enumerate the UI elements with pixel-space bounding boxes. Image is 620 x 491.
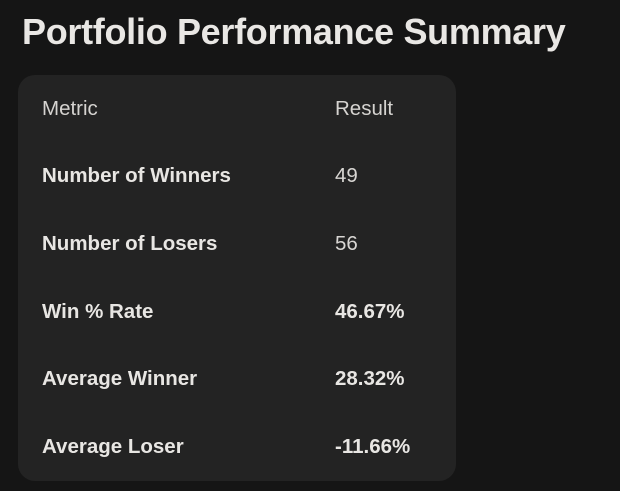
column-header-metric: Metric: [42, 96, 98, 120]
metric-value-average-loser: -11.66%: [335, 434, 411, 458]
table-row: Number of Winners 49: [18, 143, 456, 211]
summary-table-card: Metric Result Number of Winners 49 Numbe…: [18, 75, 456, 481]
table-header-row: Metric Result: [18, 75, 456, 143]
page-title: Portfolio Performance Summary: [22, 11, 566, 52]
metric-value-number-of-winners: 49: [335, 164, 358, 188]
table-row: Win % Rate 46.67%: [18, 278, 456, 346]
column-header-result: Result: [335, 96, 394, 120]
metric-value-win-rate: 46.67%: [335, 299, 405, 323]
metric-value-number-of-losers: 56: [335, 231, 358, 255]
table-row: Average Loser -11.66%: [18, 413, 456, 481]
metric-label-average-loser: Average Loser: [42, 434, 184, 458]
metric-label-win-rate: Win % Rate: [42, 299, 154, 323]
metric-value-average-winner: 28.32%: [335, 367, 405, 391]
table-row: Number of Losers 56: [18, 210, 456, 278]
metric-label-number-of-winners: Number of Winners: [42, 164, 231, 188]
metric-label-average-winner: Average Winner: [42, 367, 198, 391]
metric-label-number-of-losers: Number of Losers: [42, 231, 218, 255]
table-row: Average Winner 28.32%: [18, 346, 456, 414]
